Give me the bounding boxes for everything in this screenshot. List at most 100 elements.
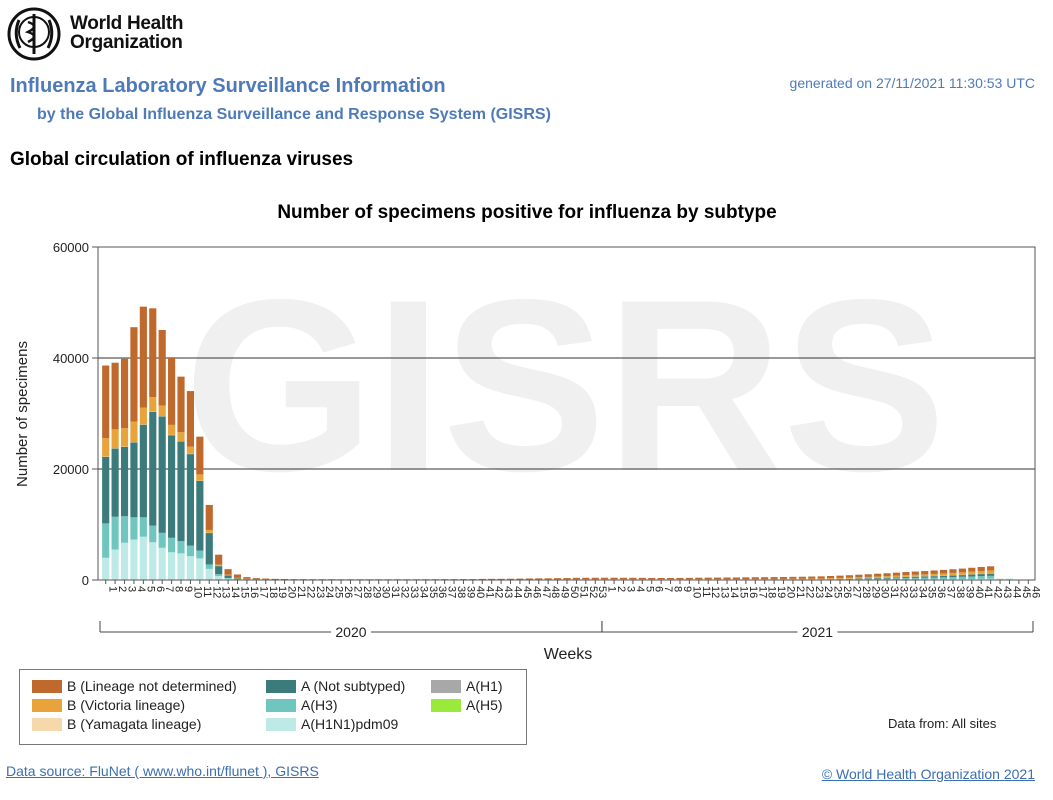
y-tick-label: 0: [82, 573, 89, 588]
bar-segment-a_h1n1pdm09: [139, 536, 147, 580]
bar-segment-b_lineage_nd: [262, 578, 270, 580]
bar-segment-a_h1n1pdm09: [111, 549, 119, 580]
bar-segment-b_lineage_nd: [271, 578, 279, 580]
bar-segment-a_h3: [930, 577, 938, 580]
bar-segment-a_h3: [158, 532, 166, 548]
bar-segment-b_victoria: [864, 576, 872, 578]
bar-segment-a_h3: [224, 577, 232, 579]
bar-segment-b_lineage_nd: [450, 579, 458, 580]
bar-segment-a_not_subtyped: [177, 441, 185, 542]
x-tick-label: 7: [662, 586, 674, 592]
x-tick-label: 5: [144, 586, 156, 592]
bar-segment-b_lineage_nd: [554, 578, 562, 580]
x-tick-label: 24: [323, 586, 335, 598]
bar-segment-a_h1n1pdm09: [168, 552, 176, 580]
x-tick-label: 1: [107, 586, 119, 592]
bar-segment-a_not_subtyped: [977, 573, 985, 577]
bar-segment-b_lineage_nd: [459, 579, 468, 580]
bar-segment-b_victoria: [921, 574, 929, 577]
bar-segment-b_lineage_nd: [714, 577, 722, 580]
y-axis-tick-labels: 0 20000 40000 60000: [53, 240, 98, 588]
x-tick-label: 12: [709, 586, 721, 598]
year-label: 2020: [335, 624, 366, 640]
bar-segment-a_h1n1pdm09: [149, 542, 157, 580]
bar-segment-a_h3: [120, 516, 129, 543]
bar-segment-a_h1n1pdm09: [215, 576, 223, 580]
x-axis-year-groups: 2020 2021: [99, 621, 1034, 641]
bar-segment-b_lineage_nd: [949, 569, 957, 573]
bar-segment-b_lineage_nd: [488, 578, 496, 580]
bar-segment-a_h1n1pdm09: [977, 578, 985, 580]
bar-segment-b_lineage_nd: [732, 577, 741, 580]
bar-segment-b_lineage_nd: [196, 436, 204, 475]
bar-segment-b_victoria: [205, 529, 213, 533]
x-tick-label: 21: [295, 586, 307, 598]
bar-segment-a_h3: [149, 525, 157, 543]
x-tick-label: 23: [314, 586, 326, 598]
bar-segment-a_not_subtyped: [196, 480, 204, 551]
bar-segment-a_not_subtyped: [921, 576, 929, 578]
y-tick-label: 20000: [53, 462, 89, 477]
bar-segment-b_lineage_nd: [685, 577, 693, 580]
bar-segment-b_lineage_nd: [243, 577, 251, 579]
bar-segment-b_victoria: [883, 576, 891, 578]
data-source-link[interactable]: Data source: FluNet ( www.who.int/flunet…: [6, 763, 319, 779]
bar-segment-b_lineage_nd: [572, 577, 580, 580]
x-tick-label: 38: [455, 586, 467, 598]
bar-segment-b_victoria: [836, 577, 844, 579]
bar-segment-a_h1n1pdm09: [102, 557, 110, 580]
x-tick-label: 46: [1029, 586, 1041, 598]
legend-label: A(H5): [466, 697, 503, 713]
bar-segment-b_lineage_nd: [902, 572, 910, 576]
bar-segment-a_h3: [102, 523, 110, 558]
bar-segment-b_lineage_nd: [657, 577, 665, 580]
bar-segment-b_victoria: [139, 407, 147, 425]
x-tick-label: 25: [832, 586, 844, 598]
legend-item-b_yamagata: B (Yamagata lineage): [32, 716, 201, 732]
legend-item-a_h5: A(H5): [431, 697, 503, 713]
bar-segment-b_lineage_nd: [827, 576, 835, 579]
copyright-link[interactable]: © World Health Organization 2021: [821, 766, 1035, 782]
bar-segment-b_lineage_nd: [516, 578, 524, 580]
bar-segment-a_not_subtyped: [911, 576, 919, 578]
x-axis-label: Weeks: [544, 646, 593, 663]
bar-segment-b_lineage_nd: [619, 577, 628, 580]
bar-segment-a_not_subtyped: [224, 575, 232, 578]
x-tick-label: 46: [530, 586, 542, 598]
x-tick-label: 40: [474, 586, 486, 598]
bar-segment-a_not_subtyped: [939, 575, 948, 578]
x-tick-label: 40: [973, 586, 985, 598]
bar-segment-a_h1n1pdm09: [1005, 578, 1014, 580]
bar-segment-a_h3: [215, 574, 223, 577]
bar-segment-b_lineage_nd: [290, 579, 298, 580]
bar-segment-b_lineage_nd: [845, 575, 853, 578]
bar-segment-a_h3: [111, 516, 119, 550]
bar-segment-b_victoria: [930, 573, 938, 576]
bar-segment-b_victoria: [149, 397, 157, 412]
x-tick-label: 18: [766, 586, 778, 598]
x-tick-label: 27: [351, 586, 363, 598]
x-tick-label: 44: [512, 586, 524, 598]
bar-segment-b_lineage_nd: [704, 577, 712, 580]
org-name: World Health Organization: [70, 13, 184, 53]
x-tick-label: 33: [907, 586, 919, 598]
x-tick-label: 4: [135, 586, 147, 592]
x-tick-label: 41: [483, 586, 495, 598]
bar-segment-b_victoria: [892, 575, 901, 578]
bar-segment-b_lineage_nd: [836, 575, 844, 578]
bar-segment-b_lineage_nd: [855, 574, 863, 578]
who-logo: World Health Organization: [6, 6, 206, 62]
legend-item-b_victoria: B (Victoria lineage): [32, 697, 185, 713]
bar-segment-b_victoria: [798, 578, 806, 580]
legend-swatch: [266, 699, 296, 712]
x-tick-label: 34: [417, 586, 429, 598]
bar-segment-b_victoria: [186, 446, 195, 454]
generated-timestamp: generated on 27/11/2021 11:30:53 UTC: [789, 75, 1035, 91]
bar-segment-b_lineage_nd: [478, 578, 486, 580]
x-tick-label: 1: [606, 586, 618, 592]
x-tick-label: 31: [389, 586, 401, 598]
bar-segment-b_lineage_nd: [921, 571, 929, 575]
x-tick-label: 2: [615, 586, 627, 592]
bar-segment-a_h3: [902, 578, 910, 580]
x-tick-label: 28: [860, 586, 872, 598]
